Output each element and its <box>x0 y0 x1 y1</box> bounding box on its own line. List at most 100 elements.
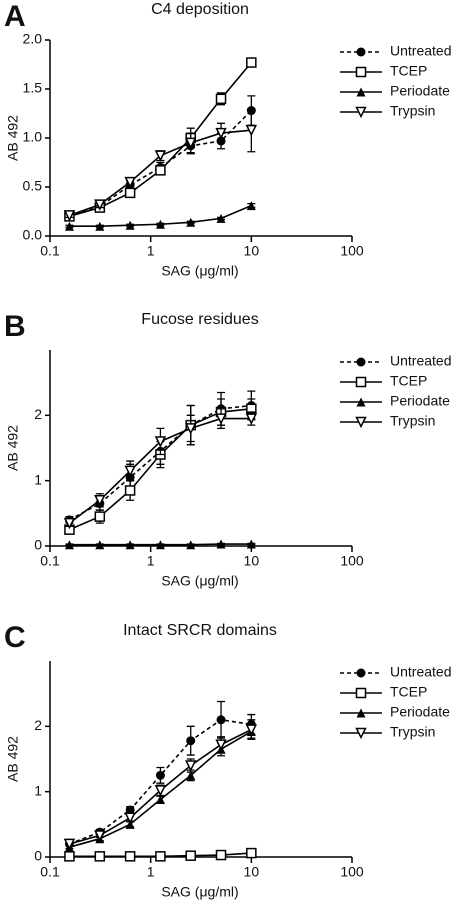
marker <box>94 830 106 842</box>
marker <box>63 517 76 530</box>
marker <box>63 210 76 222</box>
marker <box>124 187 136 199</box>
marker <box>94 851 106 862</box>
marker <box>185 137 197 150</box>
legend-label: TCEP <box>390 63 427 79</box>
legend-marker <box>356 87 366 97</box>
legend-marker <box>355 66 367 78</box>
legend-marker <box>355 687 367 699</box>
marker <box>216 213 226 223</box>
y-tick-label: 0 <box>34 537 42 553</box>
marker <box>64 221 74 231</box>
marker <box>185 760 197 772</box>
legend-label: Trypsin <box>390 413 435 429</box>
marker <box>154 436 167 448</box>
legend-label: Periodate <box>390 393 450 409</box>
legend-label: Untreated <box>390 664 451 680</box>
x-tick-label: 10 <box>244 243 260 259</box>
marker <box>94 511 106 522</box>
marker <box>216 715 226 725</box>
marker <box>95 540 105 550</box>
marker <box>125 540 135 550</box>
panel-letter: B <box>4 310 26 343</box>
marker <box>155 770 165 780</box>
marker <box>155 851 166 862</box>
y-tick-label: 0.5 <box>23 178 43 194</box>
marker <box>246 539 256 549</box>
x-tick-label: 100 <box>340 243 364 259</box>
legend-marker <box>356 357 366 367</box>
legend-marker <box>355 106 367 119</box>
marker <box>63 838 76 851</box>
legend-label: Untreated <box>390 43 451 59</box>
y-tick-label: 2 <box>34 717 42 733</box>
x-tick-label: 1 <box>147 553 155 569</box>
y-tick-label: 1 <box>34 471 42 487</box>
x-tick-label: 10 <box>244 553 260 569</box>
marker <box>124 812 136 824</box>
legend-label: Periodate <box>390 83 450 99</box>
panel-letter: C <box>4 621 26 654</box>
marker <box>124 176 136 189</box>
marker <box>215 413 227 425</box>
legend-marker <box>356 397 366 407</box>
panel-letter: A <box>4 0 26 33</box>
chart-title: C4 deposition <box>151 1 249 18</box>
y-tick-label: 0 <box>34 848 42 864</box>
marker <box>155 219 165 229</box>
marker <box>186 770 196 780</box>
marker <box>245 413 258 425</box>
x-axis-label: SAG (μg/ml) <box>161 263 238 279</box>
legend-marker <box>356 668 366 678</box>
marker <box>245 724 258 736</box>
legend-marker <box>356 708 366 718</box>
marker <box>155 795 165 805</box>
marker <box>64 540 74 550</box>
y-axis-label: AB 492 <box>5 425 21 471</box>
marker <box>154 150 167 162</box>
marker <box>215 849 227 861</box>
y-tick-label: 1.0 <box>23 129 43 145</box>
marker <box>124 465 136 478</box>
marker <box>186 217 196 227</box>
x-tick-label: 0.1 <box>40 864 60 880</box>
y-tick-label: 2 <box>34 406 42 422</box>
marker <box>155 165 166 176</box>
y-tick-label: 2.0 <box>23 31 43 47</box>
marker <box>124 485 136 496</box>
marker <box>186 540 196 550</box>
legend-label: TCEP <box>390 684 427 700</box>
y-tick-label: 1.5 <box>23 80 43 96</box>
legend-label: Periodate <box>390 704 450 720</box>
legend-marker <box>355 376 367 388</box>
x-tick-label: 100 <box>340 553 364 569</box>
legend-label: TCEP <box>390 373 427 389</box>
x-axis-label: SAG (μg/ml) <box>161 884 238 900</box>
marker <box>64 851 75 862</box>
marker <box>95 221 105 231</box>
x-tick-label: 100 <box>340 864 364 880</box>
x-axis-label: SAG (μg/ml) <box>161 573 238 589</box>
y-axis-label: AB 492 <box>5 115 21 161</box>
marker <box>246 201 256 211</box>
marker <box>186 736 196 746</box>
x-tick-label: 0.1 <box>40 553 60 569</box>
x-tick-label: 1 <box>147 864 155 880</box>
marker <box>125 805 135 815</box>
x-tick-label: 1 <box>147 243 155 259</box>
marker <box>245 124 258 137</box>
x-tick-label: 0.1 <box>40 243 60 259</box>
marker <box>155 540 165 550</box>
legend-label: Trypsin <box>390 724 435 740</box>
legend-marker <box>356 47 366 57</box>
marker <box>125 220 135 230</box>
marker <box>94 199 106 211</box>
marker <box>185 423 197 435</box>
marker <box>215 739 227 751</box>
marker <box>125 819 135 829</box>
y-tick-label: 0.0 <box>23 227 43 243</box>
y-tick-label: 1 <box>34 782 42 798</box>
legend-marker <box>355 727 367 740</box>
marker <box>216 539 226 549</box>
